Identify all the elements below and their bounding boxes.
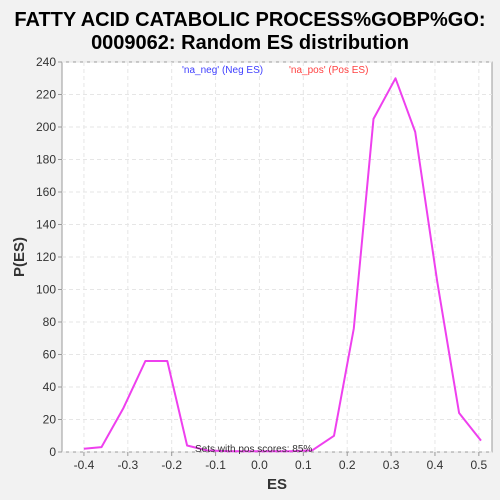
series-layer bbox=[83, 77, 482, 453]
y-tick-label: 80 bbox=[43, 315, 57, 329]
y-tick-label: 220 bbox=[36, 88, 56, 102]
y-tick-label: 200 bbox=[36, 120, 56, 134]
y-tick-label: 60 bbox=[43, 348, 57, 362]
tick-layer: 0 20 40 60 80 100 120 140 160 180 200 220 240 -0.4 -0.… bbox=[36, 55, 488, 472]
y-tick-label: 40 bbox=[43, 380, 57, 394]
x-tick-label: 0.1 bbox=[295, 458, 312, 472]
x-tick-label: 0.4 bbox=[427, 458, 444, 472]
y-tick-label: 0 bbox=[49, 445, 56, 459]
y-tick-label: 180 bbox=[36, 153, 56, 167]
y-tick-label: 160 bbox=[36, 185, 56, 199]
x-tick-label: -0.2 bbox=[161, 458, 182, 472]
grid-layer bbox=[62, 61, 492, 453]
x-tick-label: -0.1 bbox=[205, 458, 226, 472]
x-tick-label: 0.0 bbox=[251, 458, 268, 472]
x-axis-label: ES bbox=[267, 476, 287, 493]
y-tick-label: 100 bbox=[36, 283, 56, 297]
y-tick-label: 120 bbox=[36, 250, 56, 264]
x-tick-label: 0.5 bbox=[470, 458, 487, 472]
legend-entry-pos: 'na_pos' (Pos ES) bbox=[289, 65, 368, 76]
y-tick-label: 20 bbox=[43, 413, 57, 427]
x-tick-label: 0.2 bbox=[339, 458, 356, 472]
chart-title-line1: FATTY ACID CATABOLIC PROCESS%GOBP%GO: bbox=[14, 9, 485, 31]
x-tick-label: 0.3 bbox=[383, 458, 400, 472]
y-tick-label: 140 bbox=[36, 218, 56, 232]
chart-title-line2: 0009062: Random ES distribution bbox=[91, 32, 409, 54]
x-tick-label: -0.3 bbox=[117, 458, 138, 472]
legend-entry-neg: 'na_neg' (Neg ES) bbox=[182, 65, 263, 76]
y-axis-label: P(ES) bbox=[11, 237, 28, 277]
x-tick-label: -0.4 bbox=[74, 458, 95, 472]
series-line-0 bbox=[83, 77, 482, 453]
y-tick-label: 240 bbox=[36, 55, 56, 69]
pos-scores-annotation: Sets with pos scores: 85% bbox=[195, 444, 312, 455]
